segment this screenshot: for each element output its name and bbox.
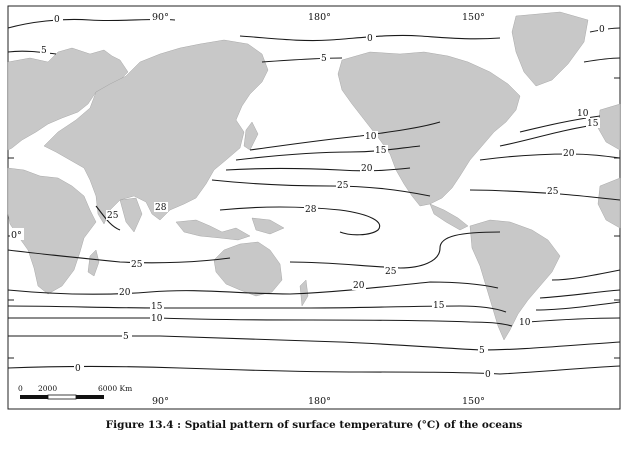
svg-text:28: 28 bbox=[155, 203, 167, 213]
svg-text:25: 25 bbox=[131, 260, 143, 270]
isotherm-10-north bbox=[249, 115, 601, 151]
isotherm-5-north-west bbox=[7, 50, 57, 55]
lon-label-bottom-90: 90° bbox=[152, 396, 169, 407]
svg-text:5: 5 bbox=[321, 54, 327, 64]
scale-label-0: 0 bbox=[18, 384, 23, 393]
isotherm-25-east bbox=[551, 269, 621, 281]
svg-text:25: 25 bbox=[107, 211, 119, 221]
isotherm-label: 20 bbox=[118, 287, 132, 298]
svg-text:15: 15 bbox=[587, 119, 599, 129]
isotherm-label: 10 bbox=[150, 313, 164, 324]
isotherm-label: 5 bbox=[40, 45, 50, 56]
figure-caption: Figure 13.4 : Spatial pattern of surface… bbox=[106, 419, 523, 431]
land-india-peninsula bbox=[119, 197, 143, 233]
isotherm-label: 5 bbox=[122, 331, 132, 342]
isotherm-label: 10 bbox=[364, 131, 378, 142]
lon-label-top-180: 180° bbox=[308, 12, 331, 23]
svg-text:5: 5 bbox=[479, 346, 485, 356]
isotherm-15-south bbox=[7, 301, 621, 313]
isotherm-20-south bbox=[7, 281, 621, 299]
svg-text:5: 5 bbox=[123, 332, 129, 342]
lon-label-top-150: 150° bbox=[462, 12, 485, 23]
scale-bar: 0 2000 6000 Km bbox=[18, 384, 132, 400]
isotherm-label: 0 bbox=[598, 24, 608, 35]
isotherm-label: 10 bbox=[518, 317, 532, 328]
isotherm-label: 15 bbox=[586, 118, 600, 129]
lon-label-top-90: 90° bbox=[152, 12, 169, 23]
lon-label-bottom-150: 150° bbox=[462, 396, 485, 407]
land-australia bbox=[213, 241, 283, 297]
isotherm-label: 5 bbox=[320, 53, 330, 64]
svg-text:10: 10 bbox=[577, 109, 589, 119]
land-greenland bbox=[511, 11, 589, 87]
land-africa-east-edge bbox=[597, 177, 621, 229]
isotherm-label: 15 bbox=[374, 145, 388, 156]
svg-text:25: 25 bbox=[385, 267, 397, 277]
isotherm-5-south bbox=[8, 335, 621, 351]
svg-text:0: 0 bbox=[367, 34, 373, 44]
isotherm-label: 15 bbox=[432, 300, 446, 311]
isotherm-5-north-east bbox=[583, 57, 621, 63]
isotherm-label: 25 bbox=[130, 259, 144, 270]
svg-text:20: 20 bbox=[119, 288, 131, 298]
land-asia bbox=[43, 39, 269, 225]
svg-text:0: 0 bbox=[599, 25, 605, 35]
isotherm-label: 0 bbox=[53, 14, 63, 25]
isotherm-25-loop bbox=[7, 231, 501, 269]
isotherm-label: 0 bbox=[366, 33, 376, 44]
land-new-guinea bbox=[251, 217, 285, 235]
isotherm-label: 28 bbox=[154, 202, 168, 213]
svg-text:20: 20 bbox=[361, 164, 373, 174]
isotherm-label: 25 bbox=[384, 266, 398, 277]
isotherm-label: 25 bbox=[106, 210, 120, 221]
svg-text:15: 15 bbox=[375, 146, 387, 156]
svg-text:10: 10 bbox=[519, 318, 531, 328]
isotherm-10-south bbox=[8, 317, 621, 327]
svg-text:15: 15 bbox=[433, 301, 445, 311]
scale-label-2000: 2000 bbox=[38, 384, 57, 393]
isotherm-label: 0 bbox=[74, 363, 84, 374]
scale-label-6000: 6000 Km bbox=[98, 384, 132, 393]
isotherm-label: 25 bbox=[336, 180, 350, 191]
isotherm-label: 0 bbox=[484, 369, 494, 380]
lon-label-bottom-180: 180° bbox=[308, 396, 331, 407]
isotherm-label: 20 bbox=[360, 163, 374, 174]
isotherm-5-north-center bbox=[261, 57, 343, 63]
land-indonesia bbox=[175, 219, 251, 241]
isotherm-label: 20 bbox=[562, 148, 576, 159]
svg-text:25: 25 bbox=[337, 181, 349, 191]
svg-text:15: 15 bbox=[151, 302, 163, 312]
land-masses bbox=[7, 11, 621, 341]
isotherm-0-south bbox=[7, 365, 621, 375]
isotherm-28-pacific bbox=[219, 206, 381, 236]
svg-text:25: 25 bbox=[547, 187, 559, 197]
land-japan bbox=[243, 121, 259, 151]
svg-text:5: 5 bbox=[41, 46, 47, 56]
svg-text:10: 10 bbox=[151, 314, 163, 324]
isotherm-label: 10 bbox=[576, 108, 590, 119]
isotherm-label: 15 bbox=[150, 301, 164, 312]
svg-text:20: 20 bbox=[563, 149, 575, 159]
graticule-labels: 90° 180° 150° 90° 180° 150° 0° bbox=[10, 10, 485, 407]
isotherm-label: 25 bbox=[546, 186, 560, 197]
lat-label-equator: 0° bbox=[11, 230, 22, 241]
svg-text:28: 28 bbox=[305, 205, 317, 215]
land-madagascar bbox=[87, 249, 100, 277]
land-south-america bbox=[469, 219, 561, 341]
isotherm-label: 5 bbox=[478, 345, 488, 356]
svg-text:0: 0 bbox=[485, 370, 491, 380]
isotherm-28-west bbox=[95, 205, 121, 231]
svg-text:10: 10 bbox=[365, 132, 377, 142]
isotherm-labels: 0 0 0 5 5 10 15 20 25 28 28 25 15 20 10 … bbox=[40, 14, 608, 380]
land-central-america bbox=[429, 203, 469, 231]
svg-text:20: 20 bbox=[353, 281, 365, 291]
isotherm-label: 28 bbox=[304, 204, 318, 215]
isotherm-label: 20 bbox=[352, 280, 366, 291]
svg-text:0: 0 bbox=[54, 15, 60, 25]
svg-text:0: 0 bbox=[75, 364, 81, 374]
